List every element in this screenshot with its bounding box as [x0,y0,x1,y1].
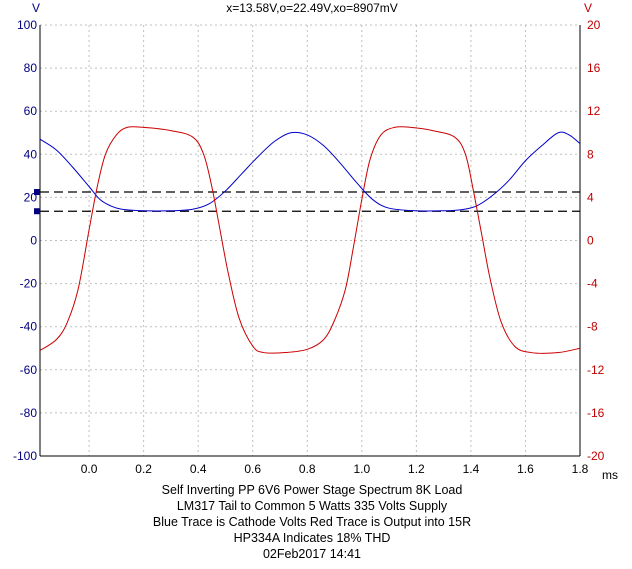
caption-line-3: Blue Trace is Cathode Volts Red Trace is… [153,515,471,529]
x-tick-label: 1.2 [408,462,425,476]
right-tick-label: -20 [587,449,605,463]
left-tick-label: -100 [13,449,37,463]
right-tick-label: 20 [587,18,601,32]
left-tick-label: 40 [24,147,38,161]
right-tick-label: 0 [587,234,594,248]
left-tick-label: 100 [17,18,37,32]
caption-line-5: 02Feb2017 14:41 [263,547,361,561]
right-tick-label: 16 [587,61,601,75]
right-tick-label: 12 [587,104,601,118]
right-tick-label: -4 [587,277,598,291]
red-trace [39,126,581,354]
caption-line-2: LM317 Tail to Common 5 Watts 335 Volts S… [177,499,448,513]
left-axis-unit: V [32,1,40,15]
caption-line-4: HP334A Indicates 18% THD [234,531,391,545]
grid-layer [39,24,581,457]
left-tick-label: -20 [20,277,38,291]
x-tick-label: 1.0 [353,462,370,476]
right-tick-label: 8 [587,147,594,161]
left-tick-label: 60 [24,104,38,118]
left-tick-label: 0 [30,234,37,248]
x-tick-label: 0.6 [244,462,261,476]
right-axis-unit: V [584,1,592,15]
x-tick-label: 0.8 [299,462,316,476]
tick-layer: 100806040200-20-40-60-80-100201612840-4-… [13,18,605,476]
cursor-layer [34,189,580,215]
cursor-marker-2[interactable] [34,208,40,215]
x-tick-label: 1.6 [517,462,534,476]
left-tick-label: 20 [24,190,38,204]
right-tick-label: 4 [587,190,594,204]
x-tick-label: 1.4 [463,462,480,476]
x-tick-label: 0.0 [81,462,98,476]
cursor-marker-1[interactable] [34,189,40,196]
blue-trace [39,131,581,212]
x-tick-label: 1.8 [572,462,589,476]
cursor-readout: x=13.58V,o=22.49V,xo=8907mV [226,1,398,15]
left-tick-label: -40 [20,320,38,334]
right-tick-label: -8 [587,320,598,334]
x-tick-label: 0.4 [190,462,207,476]
left-tick-label: -60 [20,363,38,377]
trace-layer [39,126,581,354]
x-axis-unit: ms [602,468,618,482]
left-tick-label: -80 [20,406,38,420]
x-tick-label: 0.2 [135,462,152,476]
left-tick-label: 80 [24,61,38,75]
right-tick-label: -16 [587,406,605,420]
right-tick-label: -12 [587,363,605,377]
caption-line-1: Self Inverting PP 6V6 Power Stage Spectr… [162,483,463,497]
